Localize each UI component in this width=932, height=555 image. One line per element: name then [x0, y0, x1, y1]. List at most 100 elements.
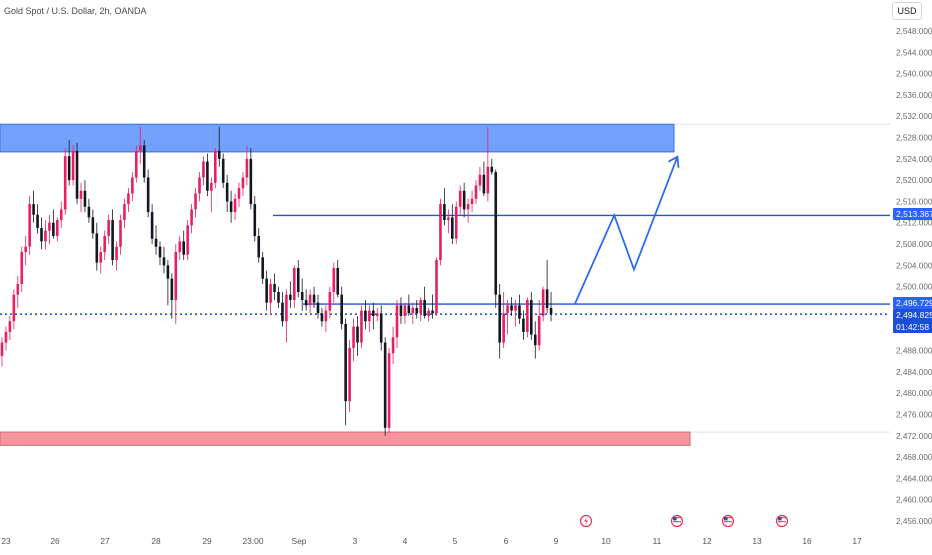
candle-body [135, 150, 138, 178]
price-axis-label: 2,512.000 [896, 219, 932, 228]
candle [170, 273, 174, 319]
candle [217, 126, 221, 167]
candle-body [146, 177, 150, 213]
flag-canton [778, 517, 782, 521]
candle [28, 196, 31, 255]
candle-body [348, 347, 351, 402]
candle [419, 297, 422, 322]
candle [514, 299, 517, 327]
candle [415, 299, 419, 319]
candle [344, 318, 347, 426]
candle [142, 140, 146, 183]
candle [372, 302, 375, 330]
candle-body [352, 326, 355, 348]
candle-body [217, 150, 221, 159]
candle-body [91, 217, 95, 234]
candle-body [59, 209, 63, 221]
candle-body [490, 166, 494, 173]
time-axis-label: 17 [852, 536, 862, 546]
candle-body [316, 302, 320, 314]
candle-body [229, 201, 233, 213]
candle-body [87, 206, 91, 218]
candle [478, 166, 482, 191]
candle-body [435, 260, 438, 314]
candle [127, 188, 130, 213]
resistance-price-tag: 2,496.729 [893, 297, 932, 309]
time-axis-label: 9 [554, 536, 559, 546]
candle [202, 156, 205, 186]
candle [71, 145, 75, 186]
candle-body [541, 289, 545, 316]
candle-body [154, 238, 158, 247]
price-axis-label: 2,524.000 [896, 155, 932, 164]
candle-body [79, 190, 83, 199]
candle [411, 302, 415, 324]
candle-body [48, 222, 51, 231]
candle [474, 180, 478, 205]
candle-body [530, 299, 533, 335]
bar-countdown: 01:42:58 [896, 322, 930, 332]
candle-body [67, 156, 71, 181]
candle-body [447, 217, 450, 221]
candle [506, 299, 509, 335]
price-axis-label: 2,516.000 [896, 197, 932, 206]
price-axis-label: 2,528.000 [896, 134, 932, 143]
us-flag-icon[interactable] [670, 514, 684, 528]
candle-body [257, 236, 261, 258]
price-axis-label: 2,468.000 [896, 453, 932, 462]
candle-body [510, 305, 513, 311]
candle [119, 214, 122, 255]
candle [257, 228, 261, 263]
candle-body [269, 283, 272, 303]
candle [150, 204, 154, 245]
us-flag-icon[interactable] [775, 514, 789, 528]
candle [40, 217, 43, 250]
candle-body [71, 150, 75, 181]
candle [107, 214, 110, 245]
candle [364, 299, 367, 330]
projection-arrowhead [668, 155, 680, 168]
candle-body [103, 236, 106, 253]
candle [300, 278, 304, 311]
candle-body [198, 177, 201, 194]
candle [451, 204, 454, 245]
candle-body [356, 326, 359, 343]
candle [328, 286, 332, 319]
candle-body [166, 265, 170, 279]
candle-body [462, 190, 466, 210]
flag-stripe [724, 517, 732, 519]
currency-button[interactable]: USD [892, 2, 922, 20]
candle-body [340, 294, 343, 324]
candle-body [439, 204, 442, 261]
candle [304, 289, 308, 311]
candle-body [383, 342, 387, 428]
candle-body [111, 220, 114, 261]
candle-body [99, 252, 103, 263]
time-axis-label: 3 [353, 536, 358, 546]
candle [403, 302, 407, 324]
lightning-icon[interactable] [579, 514, 593, 528]
candle-body [123, 204, 126, 221]
candle-body [210, 182, 213, 191]
candle-body [4, 331, 8, 343]
candle [249, 148, 253, 210]
candle [289, 281, 292, 308]
candle-body [245, 158, 249, 178]
time-axis-label: 11 [653, 536, 662, 546]
candle [526, 297, 529, 338]
candle-body [158, 246, 162, 258]
time-axis-label: 26 [50, 536, 60, 546]
candle-body [549, 307, 553, 315]
candle-body [360, 310, 363, 343]
price-axis-label: 2,500.000 [896, 283, 932, 292]
time-axis-label: 10 [601, 536, 611, 546]
candle [138, 126, 142, 165]
us-flag-icon[interactable] [721, 514, 735, 528]
candle-body [320, 313, 324, 322]
candle-body [40, 228, 43, 242]
candle-body [419, 299, 422, 314]
candle-body [518, 305, 521, 319]
candle-body [289, 294, 292, 300]
